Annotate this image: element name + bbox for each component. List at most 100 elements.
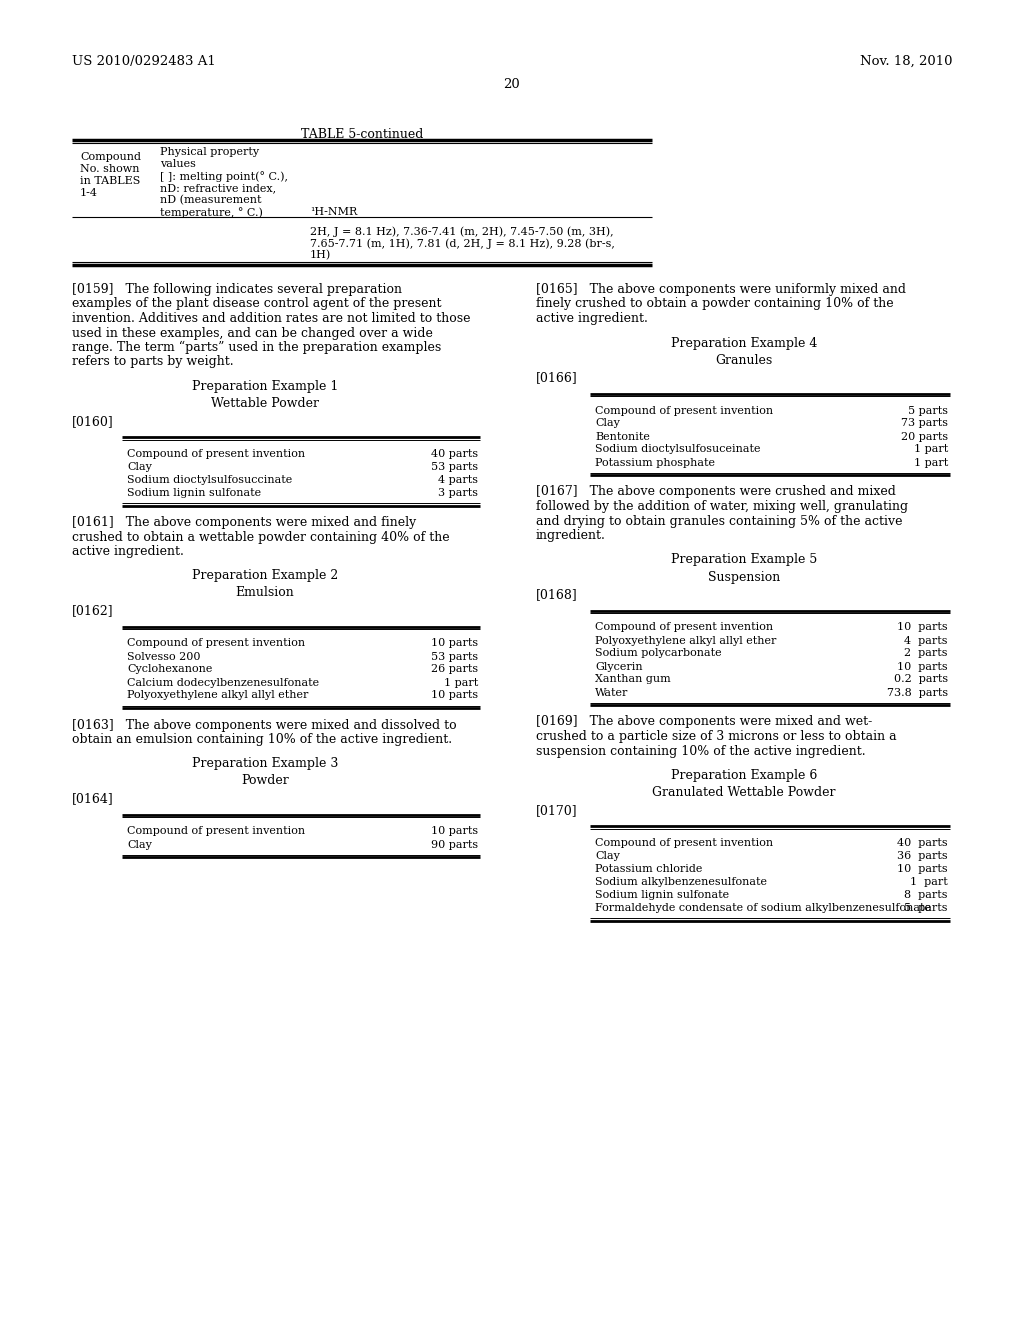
Text: Formaldehyde condensate of sodium alkylbenzenesulfonate: Formaldehyde condensate of sodium alkylb… xyxy=(595,903,931,913)
Text: [0169]   The above components were mixed and wet-: [0169] The above components were mixed a… xyxy=(536,715,872,729)
Text: invention. Additives and addition rates are not limited to those: invention. Additives and addition rates … xyxy=(72,312,470,325)
Text: followed by the addition of water, mixing well, granulating: followed by the addition of water, mixin… xyxy=(536,500,908,513)
Text: [0166]: [0166] xyxy=(536,371,578,384)
Text: 90 parts: 90 parts xyxy=(431,840,478,850)
Text: Polyoxyethylene alkyl allyl ether: Polyoxyethylene alkyl allyl ether xyxy=(127,690,308,701)
Text: [0168]: [0168] xyxy=(536,589,578,602)
Text: 53 parts: 53 parts xyxy=(431,462,478,473)
Text: 73 parts: 73 parts xyxy=(901,418,948,429)
Text: 4 parts: 4 parts xyxy=(438,475,478,484)
Text: temperature, ° C.): temperature, ° C.) xyxy=(160,207,263,218)
Text: nD: refractive index,: nD: refractive index, xyxy=(160,183,276,193)
Text: 10  parts: 10 parts xyxy=(897,661,948,672)
Text: in TABLES: in TABLES xyxy=(80,176,140,186)
Text: Clay: Clay xyxy=(595,418,620,429)
Text: 10 parts: 10 parts xyxy=(431,690,478,701)
Text: 40 parts: 40 parts xyxy=(431,449,478,459)
Text: 2  parts: 2 parts xyxy=(904,648,948,659)
Text: active ingredient.: active ingredient. xyxy=(536,312,648,325)
Text: Compound of present invention: Compound of present invention xyxy=(127,449,305,459)
Text: examples of the plant disease control agent of the present: examples of the plant disease control ag… xyxy=(72,297,441,310)
Text: Sodium polycarbonate: Sodium polycarbonate xyxy=(595,648,722,659)
Text: Granulated Wettable Powder: Granulated Wettable Powder xyxy=(652,785,836,799)
Text: refers to parts by weight.: refers to parts by weight. xyxy=(72,355,233,368)
Text: No. shown: No. shown xyxy=(80,164,139,174)
Text: 1 part: 1 part xyxy=(443,677,478,688)
Text: ¹H-NMR: ¹H-NMR xyxy=(310,207,357,216)
Text: suspension containing 10% of the active ingredient.: suspension containing 10% of the active … xyxy=(536,744,865,758)
Text: 40  parts: 40 parts xyxy=(897,838,948,847)
Text: Suspension: Suspension xyxy=(708,570,780,583)
Text: Potassium phosphate: Potassium phosphate xyxy=(595,458,715,467)
Text: used in these examples, and can be changed over a wide: used in these examples, and can be chang… xyxy=(72,326,433,339)
Text: Compound of present invention: Compound of present invention xyxy=(595,623,773,632)
Text: Nov. 18, 2010: Nov. 18, 2010 xyxy=(859,55,952,69)
Text: 10  parts: 10 parts xyxy=(897,623,948,632)
Text: Preparation Example 2: Preparation Example 2 xyxy=(191,569,338,582)
Text: Physical property: Physical property xyxy=(160,147,259,157)
Text: Preparation Example 4: Preparation Example 4 xyxy=(671,337,817,350)
Text: [0164]: [0164] xyxy=(72,792,114,805)
Text: Bentonite: Bentonite xyxy=(595,432,650,441)
Text: 10 parts: 10 parts xyxy=(431,639,478,648)
Text: 26 parts: 26 parts xyxy=(431,664,478,675)
Text: 1 part: 1 part xyxy=(913,445,948,454)
Text: Compound of present invention: Compound of present invention xyxy=(595,405,773,416)
Text: 7.65-7.71 (m, 1H), 7.81 (d, 2H, J = 8.1 Hz), 9.28 (br-s,: 7.65-7.71 (m, 1H), 7.81 (d, 2H, J = 8.1 … xyxy=(310,238,614,248)
Text: Wettable Powder: Wettable Powder xyxy=(211,397,319,411)
Text: Potassium chloride: Potassium chloride xyxy=(595,865,702,874)
Text: [0161]   The above components were mixed and finely: [0161] The above components were mixed a… xyxy=(72,516,416,529)
Text: Sodium dioctylsulfosuceinate: Sodium dioctylsulfosuceinate xyxy=(595,445,761,454)
Text: Compound of present invention: Compound of present invention xyxy=(127,639,305,648)
Text: Sodium dioctylsulfosuccinate: Sodium dioctylsulfosuccinate xyxy=(127,475,292,484)
Text: [ ]: melting point(° C.),: [ ]: melting point(° C.), xyxy=(160,172,288,182)
Text: Emulsion: Emulsion xyxy=(236,586,294,599)
Text: obtain an emulsion containing 10% of the active ingredient.: obtain an emulsion containing 10% of the… xyxy=(72,733,453,746)
Text: 1 part: 1 part xyxy=(913,458,948,467)
Text: 73.8  parts: 73.8 parts xyxy=(887,688,948,697)
Text: 36  parts: 36 parts xyxy=(897,851,948,861)
Text: 20: 20 xyxy=(504,78,520,91)
Text: [0159]   The following indicates several preparation: [0159] The following indicates several p… xyxy=(72,282,402,296)
Text: Preparation Example 3: Preparation Example 3 xyxy=(191,758,338,771)
Text: TABLE 5-continued: TABLE 5-continued xyxy=(301,128,423,141)
Text: Clay: Clay xyxy=(127,840,152,850)
Text: 1-4: 1-4 xyxy=(80,187,98,198)
Text: Cyclohexanone: Cyclohexanone xyxy=(127,664,212,675)
Text: Powder: Powder xyxy=(241,775,289,788)
Text: 5 parts: 5 parts xyxy=(908,405,948,416)
Text: 10  parts: 10 parts xyxy=(897,865,948,874)
Text: Sodium alkylbenzenesulfonate: Sodium alkylbenzenesulfonate xyxy=(595,876,767,887)
Text: 4  parts: 4 parts xyxy=(904,635,948,645)
Text: values: values xyxy=(160,158,196,169)
Text: Solvesso 200: Solvesso 200 xyxy=(127,652,201,661)
Text: crushed to a particle size of 3 microns or less to obtain a: crushed to a particle size of 3 microns … xyxy=(536,730,897,743)
Text: finely crushed to obtain a powder containing 10% of the: finely crushed to obtain a powder contai… xyxy=(536,297,894,310)
Text: Preparation Example 1: Preparation Example 1 xyxy=(191,380,338,393)
Text: 0.2  parts: 0.2 parts xyxy=(894,675,948,685)
Text: Xanthan gum: Xanthan gum xyxy=(595,675,671,685)
Text: [0163]   The above components were mixed and dissolved to: [0163] The above components were mixed a… xyxy=(72,718,457,731)
Text: 2H, J = 8.1 Hz), 7.36-7.41 (m, 2H), 7.45-7.50 (m, 3H),: 2H, J = 8.1 Hz), 7.36-7.41 (m, 2H), 7.45… xyxy=(310,226,613,236)
Text: Sodium lignin sulfonate: Sodium lignin sulfonate xyxy=(595,890,729,900)
Text: active ingredient.: active ingredient. xyxy=(72,545,184,558)
Text: 3 parts: 3 parts xyxy=(438,488,478,498)
Text: 5  parts: 5 parts xyxy=(904,903,948,913)
Text: [0162]: [0162] xyxy=(72,605,114,618)
Text: 20 parts: 20 parts xyxy=(901,432,948,441)
Text: nD (measurement: nD (measurement xyxy=(160,195,261,206)
Text: Preparation Example 5: Preparation Example 5 xyxy=(671,553,817,566)
Text: Granules: Granules xyxy=(716,354,773,367)
Text: Compound of present invention: Compound of present invention xyxy=(595,838,773,847)
Text: ingredient.: ingredient. xyxy=(536,529,606,543)
Text: Water: Water xyxy=(595,688,629,697)
Text: Clay: Clay xyxy=(127,462,152,473)
Text: [0160]: [0160] xyxy=(72,414,114,428)
Text: Calcium dodecylbenzenesulfonate: Calcium dodecylbenzenesulfonate xyxy=(127,677,319,688)
Text: 53 parts: 53 parts xyxy=(431,652,478,661)
Text: Clay: Clay xyxy=(595,851,620,861)
Text: [0165]   The above components were uniformly mixed and: [0165] The above components were uniform… xyxy=(536,282,906,296)
Text: 8  parts: 8 parts xyxy=(904,890,948,900)
Text: crushed to obtain a wettable powder containing 40% of the: crushed to obtain a wettable powder cont… xyxy=(72,531,450,544)
Text: Sodium lignin sulfonate: Sodium lignin sulfonate xyxy=(127,488,261,498)
